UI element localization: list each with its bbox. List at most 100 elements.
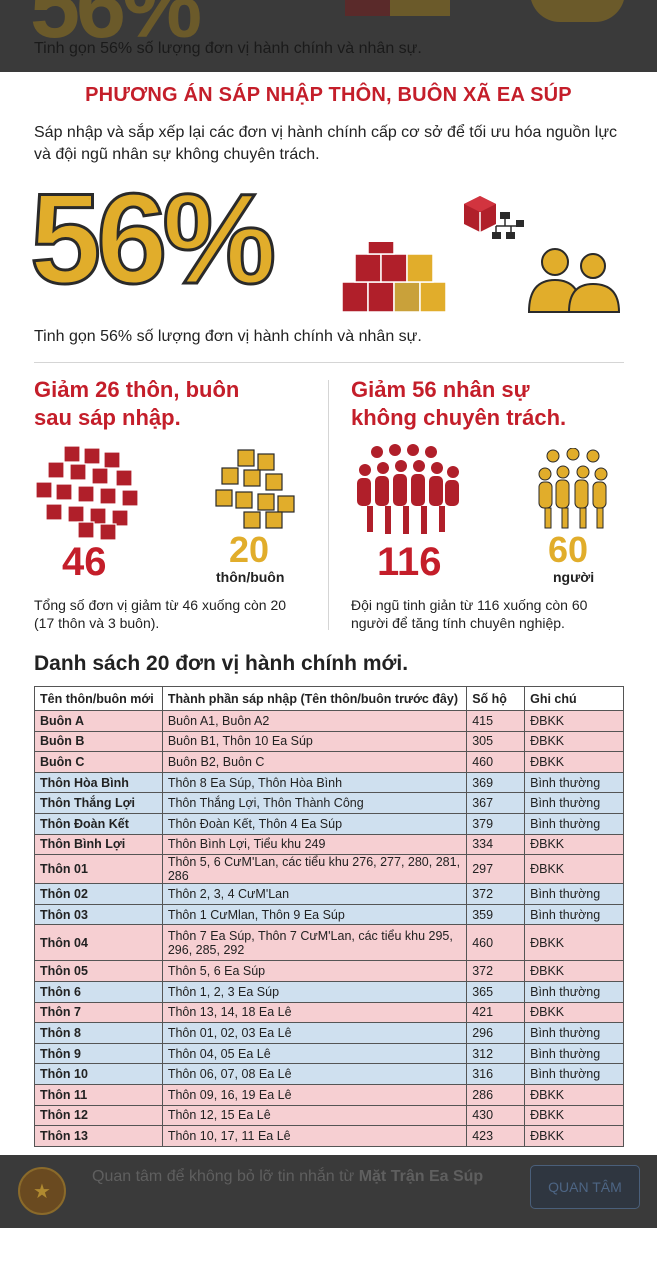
cell-note: Bình thường xyxy=(524,883,624,905)
table-row: Thôn Hòa Bình Thôn 8 Ea Súp, Thôn Hòa Bìn… xyxy=(34,771,624,794)
cell-new-name: Buôn C xyxy=(34,751,163,773)
people-icon xyxy=(527,248,621,313)
cell-merged-units: Thôn 8 Ea Súp, Thôn Hòa Bình xyxy=(161,771,468,794)
gold-cubes-icon xyxy=(215,449,295,529)
faded-caption: Tinh gọn 56% số lượng đơn vị hành chính … xyxy=(34,40,422,57)
heading-line: Giảm 26 thôn, buôn xyxy=(34,377,240,402)
cell-new-name: Thôn 04 xyxy=(34,924,163,962)
cell-note: Bình thường xyxy=(524,1042,624,1065)
red-people-icon xyxy=(357,444,459,534)
cell-merged-units: Buôn A1, Buôn A2 xyxy=(161,710,468,732)
cell-merged-units: Thôn 04, 05 Ea Lê xyxy=(161,1042,468,1065)
column-header: Thành phần sáp nhập (Tên thôn/buôn trước… xyxy=(161,686,468,711)
cell-new-name: Thôn Thắng Lợi xyxy=(34,792,163,814)
cell-merged-units: Thôn 5, 6 Ea Súp xyxy=(161,960,468,982)
cell-new-name: Thôn 8 xyxy=(34,1022,163,1044)
cell-merged-units: Thôn Bình Lợi, Tiểu khu 249 xyxy=(161,833,468,856)
cell-households: 372 xyxy=(466,883,526,905)
table-row: Thôn 8 Thôn 01, 02, 03 Ea Lê 296 Bình thườn… xyxy=(34,1022,624,1044)
table-row: Thôn 6 Thôn 1, 2, 3 Ea Súp 365 Bình thường xyxy=(34,980,624,1003)
cell-note: ĐBKK xyxy=(524,751,624,773)
cell-households: 415 xyxy=(466,710,526,732)
faded-people-icon xyxy=(530,0,625,22)
units-unit-label: thôn/buôn xyxy=(216,569,285,585)
cell-merged-units: Buôn B1, Thôn 10 Ea Súp xyxy=(161,730,468,753)
cell-note: ĐBKK xyxy=(524,924,624,962)
red-cubes-icon xyxy=(35,445,139,540)
cell-note: ĐBKK xyxy=(524,1125,624,1147)
cell-note: ĐBKK xyxy=(524,960,624,982)
cell-new-name: Thôn 13 xyxy=(34,1125,163,1147)
cell-note: Bình thường xyxy=(524,1022,624,1044)
table-row: Thôn 10 Thôn 06, 07, 08 Ea Lê 316 Bình thườ… xyxy=(34,1063,624,1085)
cell-note: ĐBKK xyxy=(524,730,624,753)
cell-households: 312 xyxy=(466,1042,526,1065)
list-title: Danh sách 20 đơn vị hành chính mới. xyxy=(34,652,409,675)
intro-text: Sáp nhập và sắp xếp lại các đơn vị hành … xyxy=(34,124,618,163)
cell-note: Bình thường xyxy=(524,903,624,926)
follow-bar: ★ Quan tâm để không bỏ lỡ tin nhắn từ Mặ… xyxy=(0,1155,657,1228)
cell-new-name: Thôn 05 xyxy=(34,960,163,982)
page-avatar[interactable]: ★ xyxy=(18,1167,66,1215)
cell-households: 334 xyxy=(466,833,526,856)
cell-note: ĐBKK xyxy=(524,710,624,732)
page-name-link[interactable]: Mặt Trận Ea Súp xyxy=(358,1168,484,1185)
cell-note: Bình thường xyxy=(524,1063,624,1085)
table-row: Thôn 12 Thôn 12, 15 Ea Lê 430 ĐBKK xyxy=(34,1104,624,1127)
table-row: Thôn 04 Thôn 7 Ea Súp, Thôn 7 CưM'Lan, cá… xyxy=(34,924,624,962)
cell-merged-units: Thôn 7 Ea Súp, Thôn 7 CưM'Lan, các tiểu … xyxy=(161,924,468,962)
star-icon: ★ xyxy=(33,1181,51,1203)
cell-households: 367 xyxy=(466,792,526,814)
cell-note: Bình thường xyxy=(524,812,624,835)
cell-households: 369 xyxy=(466,771,526,794)
note-line: Đội ngũ tinh giản từ 116 xuống còn 60 xyxy=(351,597,588,613)
table-row: Thôn 9 Thôn 04, 05 Ea Lê 312 Bình thường xyxy=(34,1042,624,1065)
cell-new-name: Thôn Bình Lợi xyxy=(34,833,163,856)
org-cube-icon xyxy=(464,196,524,239)
cell-note: Bình thường xyxy=(524,980,624,1003)
infographic: PHƯƠNG ÁN SÁP NHẬP THÔN, BUÔN XÃ EA SÚP … xyxy=(0,72,657,1155)
cell-new-name: Thôn Đoàn Kết xyxy=(34,812,163,835)
table-row: Thôn Thắng Lợi Thôn Thắng Lợi, Thôn Thành… xyxy=(34,792,624,814)
table-row: Thôn 03 Thôn 1 CưMlan, Thôn 9 Ea Súp 359 Bì… xyxy=(34,903,624,926)
cell-households: 423 xyxy=(466,1125,526,1147)
cell-note: ĐBKK xyxy=(524,833,624,856)
note-line: Tổng số đơn vị giảm từ 46 xuống còn 20 xyxy=(34,597,287,613)
follow-button[interactable]: QUAN TÂM xyxy=(530,1165,640,1209)
cell-merged-units: Thôn Đoàn Kết, Thôn 4 Ea Súp xyxy=(161,812,468,835)
units-heading: Giảm 26 thôn, buôn sau sáp nhập. xyxy=(34,376,239,432)
units-after-count: 20 xyxy=(229,529,270,570)
cell-new-name: Thôn 10 xyxy=(34,1063,163,1085)
table-row: Thôn Đoàn Kết Thôn Đoàn Kết, Thôn 4 Ea Sú… xyxy=(34,812,624,835)
cell-households: 305 xyxy=(466,730,526,753)
cell-new-name: Thôn 02 xyxy=(34,883,163,905)
cell-merged-units: Thôn 01, 02, 03 Ea Lê xyxy=(161,1022,468,1044)
follow-prompt: Quan tâm để không bỏ lỡ tin nhắn từ Mặt … xyxy=(92,1165,492,1188)
divider xyxy=(328,380,329,630)
cell-new-name: Buôn B xyxy=(34,730,163,753)
percent-caption: Tinh gọn 56% số lượng đơn vị hành chính … xyxy=(34,328,422,345)
cell-households: 460 xyxy=(466,924,526,962)
cell-note: Bình thường xyxy=(524,792,624,814)
cell-merged-units: Thôn 1, 2, 3 Ea Súp xyxy=(161,980,468,1003)
cell-households: 296 xyxy=(466,1022,526,1044)
cell-households: 430 xyxy=(466,1104,526,1127)
cell-households: 460 xyxy=(466,751,526,773)
cell-note: ĐBKK xyxy=(524,854,624,885)
cell-note: ĐBKK xyxy=(524,1083,624,1106)
cell-merged-units: Thôn 2, 3, 4 CưM'Lan xyxy=(161,883,468,905)
table-row: Thôn 11 Thôn 09, 16, 19 Ea Lê 286 ĐBKK xyxy=(34,1083,624,1106)
cell-new-name: Thôn 03 xyxy=(34,903,163,926)
cell-note: ĐBKK xyxy=(524,1104,624,1127)
staff-before-count: 116 xyxy=(377,540,442,584)
cell-households: 365 xyxy=(466,980,526,1003)
staff-heading: Giảm 56 nhân sự không chuyên trách. xyxy=(351,376,566,432)
follow-prompt-text: Quan tâm để không bỏ lỡ tin nhắn từ xyxy=(92,1168,359,1185)
cell-households: 421 xyxy=(466,1001,526,1024)
staff-unit-label: người xyxy=(553,569,595,585)
cell-new-name: Thôn 01 xyxy=(34,854,163,885)
cell-merged-units: Thôn 12, 15 Ea Lê xyxy=(161,1104,468,1127)
cell-new-name: Thôn 12 xyxy=(34,1104,163,1127)
cell-note: Bình thường xyxy=(524,771,624,794)
cell-merged-units: Thôn 06, 07, 08 Ea Lê xyxy=(161,1063,468,1085)
